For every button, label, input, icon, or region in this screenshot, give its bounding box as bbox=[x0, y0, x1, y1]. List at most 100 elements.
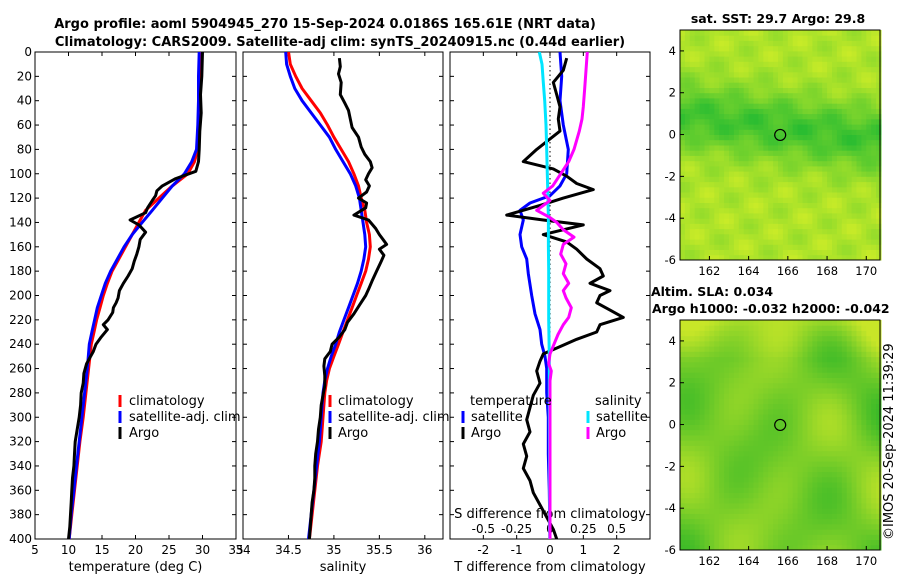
map-cell bbox=[802, 424, 808, 431]
map-cell bbox=[694, 518, 701, 525]
y-tick-label: 40 bbox=[17, 94, 32, 108]
map-cell bbox=[699, 482, 705, 488]
map-cell bbox=[680, 66, 686, 73]
map-cell bbox=[778, 414, 784, 420]
map-cell bbox=[841, 254, 848, 261]
map-cell bbox=[689, 50, 696, 57]
map-cell bbox=[733, 228, 740, 235]
map-cell bbox=[684, 435, 691, 441]
map-cell bbox=[689, 529, 696, 535]
map-cell bbox=[719, 529, 725, 535]
map-cell bbox=[709, 482, 715, 488]
map-cell bbox=[694, 218, 701, 224]
map-cell bbox=[684, 445, 691, 452]
map-cell bbox=[709, 320, 715, 326]
map-cell bbox=[782, 165, 789, 172]
map-cell bbox=[822, 71, 828, 78]
map-cell bbox=[758, 518, 764, 525]
map-cell bbox=[851, 466, 857, 473]
map-cell bbox=[763, 403, 769, 410]
map-cell bbox=[719, 82, 725, 88]
map-cell bbox=[773, 113, 779, 120]
map-cell bbox=[817, 503, 823, 509]
map-cell bbox=[753, 351, 759, 358]
y-tick-label: 200 bbox=[9, 289, 32, 303]
map-cell bbox=[719, 361, 725, 368]
map-cell bbox=[743, 497, 750, 504]
map-cell bbox=[817, 82, 823, 88]
map-cell bbox=[832, 218, 838, 224]
map-cell bbox=[822, 455, 828, 462]
map-cell bbox=[699, 340, 705, 347]
map-cell bbox=[812, 218, 818, 224]
map-cell bbox=[807, 461, 813, 467]
map-cell bbox=[743, 82, 750, 88]
map-cell bbox=[684, 233, 691, 240]
map-cell bbox=[876, 466, 882, 473]
map-cell bbox=[743, 213, 750, 219]
map-cell bbox=[802, 186, 808, 193]
map-cell bbox=[807, 108, 813, 115]
map-cell bbox=[729, 414, 735, 420]
map-cell bbox=[743, 466, 750, 473]
map-cell bbox=[743, 171, 750, 177]
map-cell bbox=[773, 30, 779, 36]
map-cell bbox=[724, 150, 730, 156]
map-cell bbox=[680, 176, 686, 183]
map-cell bbox=[832, 30, 838, 36]
map-cell bbox=[812, 408, 818, 415]
map-cell bbox=[724, 249, 730, 256]
map-cell bbox=[689, 518, 696, 525]
map-cell bbox=[851, 508, 857, 514]
map-cell bbox=[827, 66, 833, 73]
map-cell bbox=[802, 176, 808, 183]
map-cell bbox=[733, 118, 740, 125]
map-cell bbox=[856, 244, 862, 250]
map-cell bbox=[822, 513, 828, 520]
map-cell bbox=[817, 482, 823, 488]
map-cell bbox=[758, 325, 764, 331]
map-cell bbox=[827, 471, 833, 478]
map-cell bbox=[729, 77, 735, 83]
map-cell bbox=[866, 176, 872, 183]
map-cell bbox=[812, 171, 818, 177]
map-cell bbox=[704, 340, 710, 347]
map-cell bbox=[782, 61, 789, 68]
map-cell bbox=[719, 450, 725, 457]
map-cell bbox=[694, 77, 701, 83]
map-cell bbox=[807, 134, 813, 141]
map-cell bbox=[812, 155, 818, 162]
map-cell bbox=[704, 197, 710, 203]
map-cell bbox=[778, 503, 784, 509]
map-cell bbox=[832, 330, 838, 337]
map-cell bbox=[841, 361, 848, 368]
map-cell bbox=[782, 223, 789, 230]
map-cell bbox=[792, 461, 799, 467]
map-cell bbox=[778, 382, 784, 389]
map-cell bbox=[846, 513, 853, 520]
map-cell bbox=[684, 539, 691, 546]
map-cell bbox=[827, 429, 833, 436]
map-cell bbox=[714, 440, 720, 446]
map-cell bbox=[758, 61, 764, 68]
map-cell bbox=[719, 40, 725, 47]
map-cell bbox=[836, 419, 843, 425]
map-cell bbox=[748, 40, 754, 47]
map-cell bbox=[836, 461, 843, 467]
map-cell bbox=[709, 487, 715, 493]
map-cell bbox=[704, 171, 710, 177]
map-cell bbox=[802, 429, 808, 436]
map-cell bbox=[807, 202, 813, 209]
map-cell bbox=[782, 87, 789, 94]
map-cell bbox=[699, 513, 705, 520]
map-cell bbox=[753, 87, 759, 94]
map-cell bbox=[743, 461, 750, 467]
map-cell bbox=[856, 523, 862, 530]
legend-s-satellite-label: satellite bbox=[596, 410, 648, 425]
map-cell bbox=[846, 497, 853, 504]
map-cell bbox=[856, 197, 862, 203]
map-cell bbox=[743, 361, 750, 368]
map-cell bbox=[729, 377, 735, 384]
map-cell bbox=[802, 113, 808, 120]
map-cell bbox=[856, 503, 862, 509]
